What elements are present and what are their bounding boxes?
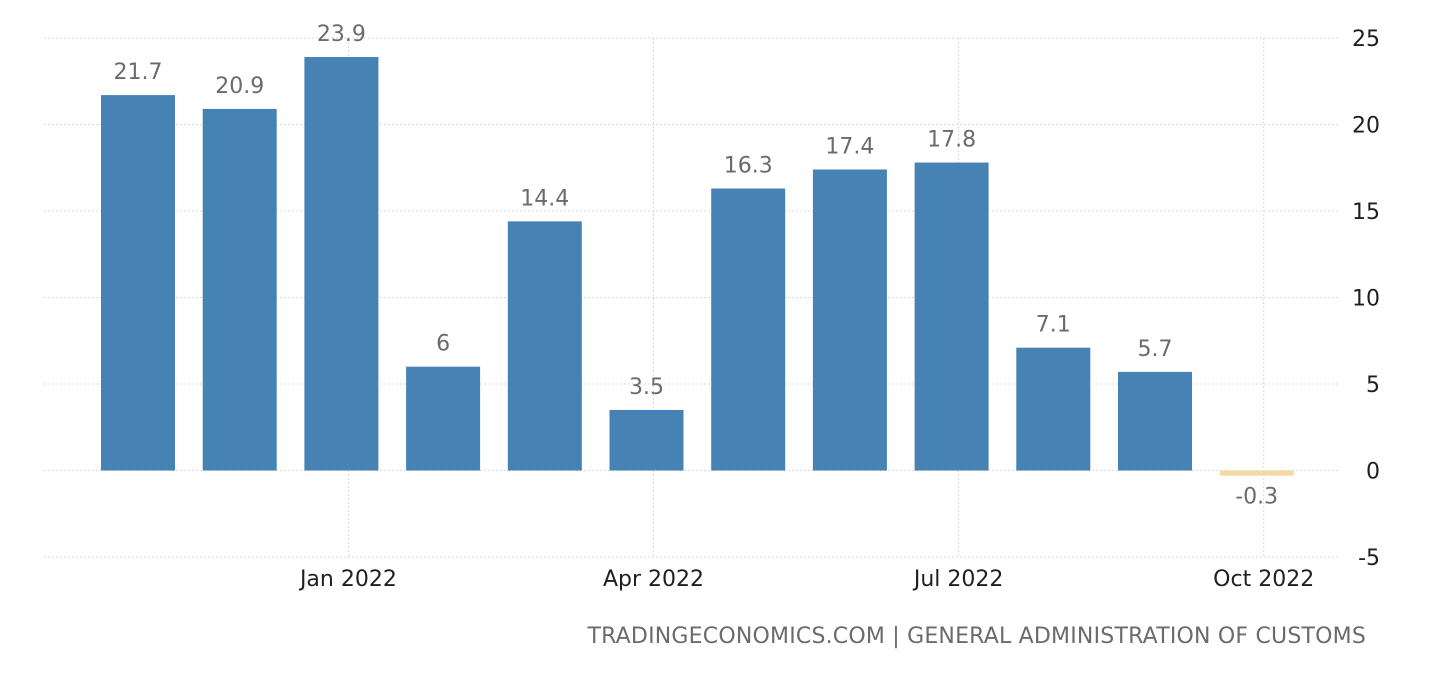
bar: [1118, 371, 1192, 471]
data-label: 3.5: [629, 375, 664, 400]
bars: [101, 57, 1294, 476]
y-axis-ticks: 25 20 15 10 5 0 -5: [1352, 27, 1380, 571]
data-label: 7.1: [1036, 313, 1071, 338]
y-tick-label: -5: [1358, 546, 1380, 571]
x-tick-label: Jan 2022: [298, 567, 397, 592]
data-label: 5.7: [1138, 337, 1173, 362]
bar: [406, 366, 481, 471]
bar: [1016, 347, 1091, 471]
bar: [812, 169, 887, 471]
data-label: 17.8: [927, 128, 976, 153]
bar: [202, 108, 277, 471]
bar-chart: 21.7 20.9 23.9 6 14.4 3.5 16.3 17.4 17.8 7.1 5.7 -0…: [44, 22, 1380, 592]
bar: [914, 162, 989, 471]
y-tick-label: 0: [1366, 460, 1380, 485]
data-labels: 21.7 20.9 23.9 6 14.4 3.5 16.3 17.4 17.8 7.1 5.7 -0…: [114, 22, 1279, 509]
bar: [1219, 470, 1294, 476]
data-label: 21.7: [114, 60, 163, 85]
data-label: 16.3: [724, 154, 773, 179]
y-tick-label: 20: [1352, 114, 1380, 139]
data-label: 14.4: [520, 186, 569, 211]
data-label: 20.9: [215, 74, 264, 99]
data-label: -0.3: [1235, 485, 1278, 510]
bar: [609, 409, 684, 471]
y-tick-label: 15: [1352, 200, 1380, 225]
y-tick-label: 5: [1366, 373, 1380, 398]
y-tick-label: 10: [1352, 287, 1380, 312]
x-axis-ticks: Jan 2022 Apr 2022 Jul 2022 Oct 2022: [298, 567, 1314, 592]
data-label: 17.4: [825, 134, 874, 159]
x-tick-label: Oct 2022: [1213, 567, 1314, 592]
y-tick-label: 25: [1352, 27, 1380, 52]
x-tick-label: Jul 2022: [912, 567, 1004, 592]
bar: [507, 221, 582, 471]
bar: [101, 95, 175, 471]
data-label: 6: [436, 332, 450, 357]
x-tick-label: Apr 2022: [603, 567, 704, 592]
source-attribution: TRADINGECONOMICS.COM | GENERAL ADMINISTR…: [587, 624, 1366, 649]
bar: [304, 57, 379, 471]
bar: [711, 188, 786, 471]
data-label: 23.9: [317, 22, 366, 47]
